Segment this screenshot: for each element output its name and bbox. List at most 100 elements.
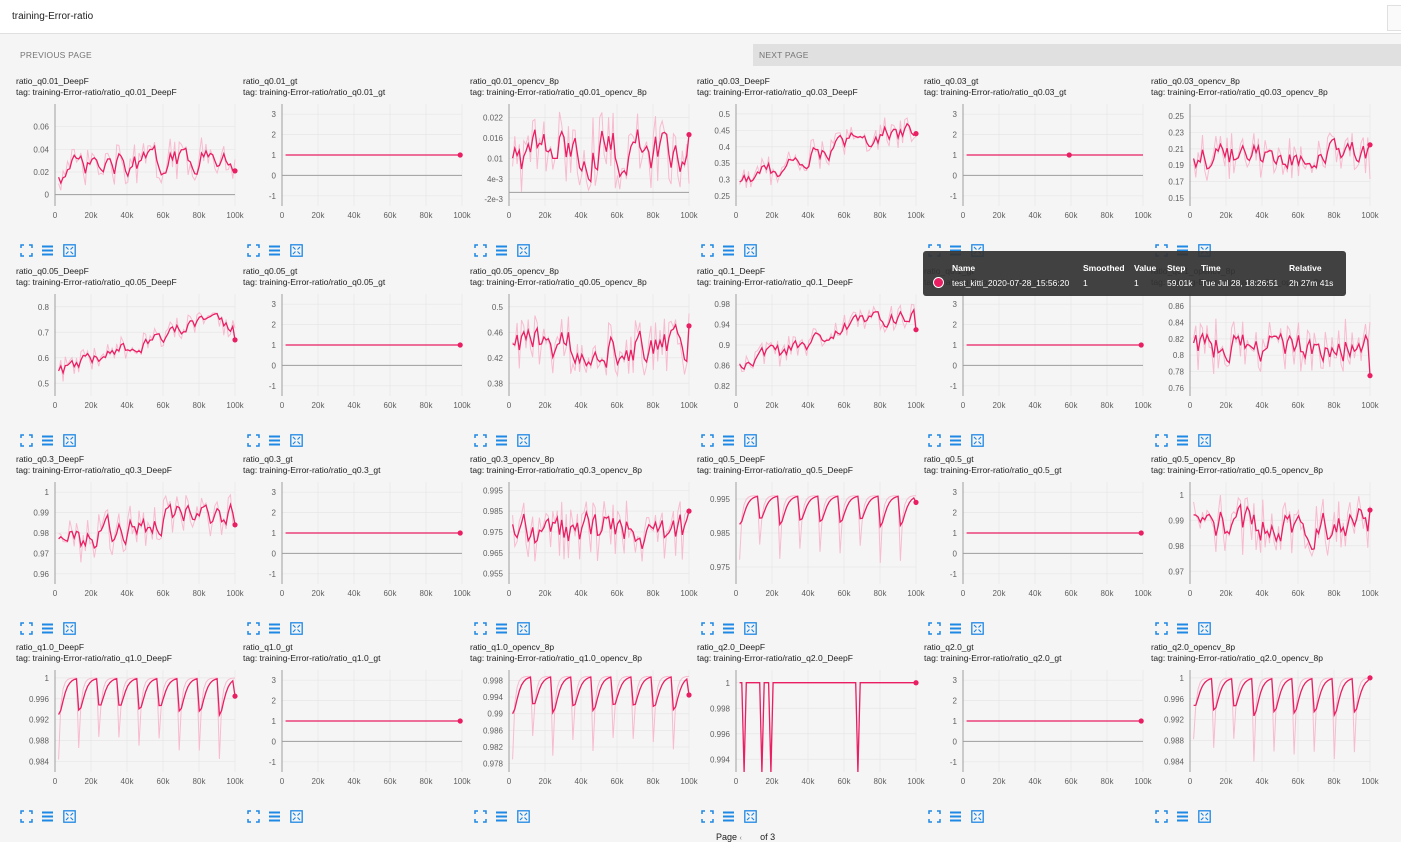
expand-icon[interactable] xyxy=(63,810,76,823)
line-chart[interactable]: 0 20k 40k 60k 80k 100k -2e-3 4e-3 0.01 0.016 0.022 xyxy=(454,100,699,242)
line-chart[interactable]: 0 20k 40k 60k 80k 100k 0.76 0.78 0.8 0.82 0.84 0.86 xyxy=(1135,290,1380,432)
last-point-marker[interactable] xyxy=(686,692,692,698)
data-table-icon[interactable] xyxy=(722,244,735,257)
line-chart[interactable]: 0 20k 40k 60k 80k 100k -1 0 1 2 3 xyxy=(908,100,1153,242)
data-table-icon[interactable] xyxy=(41,810,54,823)
expand-icon[interactable] xyxy=(744,434,757,447)
data-table-icon[interactable] xyxy=(1176,810,1189,823)
data-table-icon[interactable] xyxy=(722,434,735,447)
fit-domain-icon[interactable] xyxy=(20,244,33,257)
last-point-marker[interactable] xyxy=(232,693,238,699)
last-point-marker[interactable] xyxy=(913,680,919,686)
fit-domain-icon[interactable] xyxy=(928,810,941,823)
line-chart[interactable]: 0 20k 40k 60k 80k 100k 0.15 0.17 0.19 0.21 0.23 0.2… xyxy=(1135,100,1380,242)
fit-domain-icon[interactable] xyxy=(1155,244,1168,257)
line-chart[interactable]: 0 20k 40k 60k 80k 100k 0.5 0.6 0.7 0.8 xyxy=(0,290,245,432)
fit-domain-icon[interactable] xyxy=(247,434,260,447)
expand-icon[interactable] xyxy=(744,622,757,635)
line-chart[interactable]: 0 20k 40k 60k 80k 100k 0.38 0.42 0.46 0.5 xyxy=(454,290,699,432)
previous-page-button[interactable]: PREVIOUS PAGE xyxy=(20,50,92,60)
data-table-icon[interactable] xyxy=(268,810,281,823)
data-table-icon[interactable] xyxy=(722,810,735,823)
fit-domain-icon[interactable] xyxy=(701,810,714,823)
last-point-marker[interactable] xyxy=(1138,530,1144,536)
data-table-icon[interactable] xyxy=(495,810,508,823)
line-chart[interactable]: 0 20k 40k 60k 80k 100k -1 0 1 2 3 xyxy=(908,666,1153,808)
sidebar-toggle-tab[interactable] xyxy=(1387,5,1401,31)
expand-icon[interactable] xyxy=(971,810,984,823)
fit-domain-icon[interactable] xyxy=(20,810,33,823)
data-table-icon[interactable] xyxy=(949,434,962,447)
fit-domain-icon[interactable] xyxy=(474,434,487,447)
expand-icon[interactable] xyxy=(63,434,76,447)
line-chart[interactable]: 0 20k 40k 60k 80k 100k 0.984 0.988 0.992 0.996 1 xyxy=(0,666,245,808)
line-chart[interactable]: 0 20k 40k 60k 80k 100k -1 0 1 2 3 xyxy=(227,478,472,620)
expand-icon[interactable] xyxy=(63,244,76,257)
expand-icon[interactable] xyxy=(290,434,303,447)
last-point-marker[interactable] xyxy=(1138,718,1144,724)
last-point-marker[interactable] xyxy=(457,152,463,158)
line-chart[interactable]: 0 20k 40k 60k 80k 100k 0.984 0.988 0.992 0.996 1 xyxy=(1135,666,1380,808)
next-page-button[interactable]: NEXT PAGE xyxy=(753,44,1401,66)
data-table-icon[interactable] xyxy=(41,622,54,635)
line-chart[interactable]: 0 20k 40k 60k 80k 100k 0.975 0.985 0.995 xyxy=(681,478,926,620)
data-table-icon[interactable] xyxy=(268,244,281,257)
fit-domain-icon[interactable] xyxy=(1155,810,1168,823)
fit-domain-icon[interactable] xyxy=(928,244,941,257)
last-point-marker[interactable] xyxy=(913,131,919,137)
line-chart[interactable]: 0 20k 40k 60k 80k 100k 0.97 0.98 0.99 1 xyxy=(1135,478,1380,620)
expand-icon[interactable] xyxy=(290,810,303,823)
last-point-marker[interactable] xyxy=(913,327,919,333)
line-chart[interactable]: 0 20k 40k 60k 80k 100k 0.994 0.996 0.998 1 xyxy=(681,666,926,808)
last-point-marker[interactable] xyxy=(1367,373,1373,379)
line-chart[interactable]: 0 20k 40k 60k 80k 100k 0.82 0.86 0.9 0.94 0.98 xyxy=(681,290,926,432)
expand-icon[interactable] xyxy=(517,810,530,823)
expand-icon[interactable] xyxy=(517,434,530,447)
line-chart[interactable]: 0 20k 40k 60k 80k 100k -1 0 1 2 3 xyxy=(908,478,1153,620)
last-point-marker[interactable] xyxy=(686,323,692,329)
fit-domain-icon[interactable] xyxy=(474,244,487,257)
line-chart[interactable]: 0 20k 40k 60k 80k 100k -1 0 1 2 3 xyxy=(908,290,1153,432)
last-point-marker[interactable] xyxy=(1138,342,1144,348)
fit-domain-icon[interactable] xyxy=(1155,622,1168,635)
line-chart[interactable]: 0 20k 40k 60k 80k 100k 0 0.02 0.04 0.06 xyxy=(0,100,245,242)
fit-domain-icon[interactable] xyxy=(928,622,941,635)
fit-domain-icon[interactable] xyxy=(247,810,260,823)
data-table-icon[interactable] xyxy=(268,622,281,635)
data-table-icon[interactable] xyxy=(495,434,508,447)
last-point-marker[interactable] xyxy=(457,718,463,724)
fit-domain-icon[interactable] xyxy=(474,622,487,635)
last-point-marker[interactable] xyxy=(232,522,238,528)
fit-domain-icon[interactable] xyxy=(928,434,941,447)
expand-icon[interactable] xyxy=(744,810,757,823)
data-table-icon[interactable] xyxy=(949,810,962,823)
last-point-marker[interactable] xyxy=(1367,507,1373,513)
data-table-icon[interactable] xyxy=(495,622,508,635)
line-chart[interactable]: 0 20k 40k 60k 80k 100k -1 0 1 2 3 xyxy=(227,290,472,432)
line-chart[interactable]: 0 20k 40k 60k 80k 100k 0.96 0.97 0.98 0.99 1 xyxy=(0,478,245,620)
fit-domain-icon[interactable] xyxy=(474,810,487,823)
last-point-marker[interactable] xyxy=(232,168,238,174)
line-chart[interactable]: 0 20k 40k 60k 80k 100k 0.978 0.982 0.986 0.99 0.99… xyxy=(454,666,699,808)
last-point-marker[interactable] xyxy=(1367,142,1373,148)
fit-domain-icon[interactable] xyxy=(701,434,714,447)
expand-icon[interactable] xyxy=(517,622,530,635)
expand-icon[interactable] xyxy=(290,622,303,635)
data-table-icon[interactable] xyxy=(41,244,54,257)
last-point-marker[interactable] xyxy=(457,530,463,536)
fit-domain-icon[interactable] xyxy=(247,244,260,257)
expand-icon[interactable] xyxy=(1198,810,1211,823)
expand-icon[interactable] xyxy=(63,622,76,635)
last-point-marker[interactable] xyxy=(457,342,463,348)
expand-icon[interactable] xyxy=(517,244,530,257)
fit-domain-icon[interactable] xyxy=(20,622,33,635)
line-chart[interactable]: 0 20k 40k 60k 80k 100k -1 0 1 2 3 xyxy=(227,100,472,242)
expand-icon[interactable] xyxy=(1198,622,1211,635)
fit-domain-icon[interactable] xyxy=(1155,434,1168,447)
data-table-icon[interactable] xyxy=(722,622,735,635)
line-chart[interactable]: 0 20k 40k 60k 80k 100k -1 0 1 2 3 xyxy=(227,666,472,808)
last-point-marker[interactable] xyxy=(1367,675,1373,681)
data-table-icon[interactable] xyxy=(495,244,508,257)
fit-domain-icon[interactable] xyxy=(701,622,714,635)
data-table-icon[interactable] xyxy=(268,434,281,447)
